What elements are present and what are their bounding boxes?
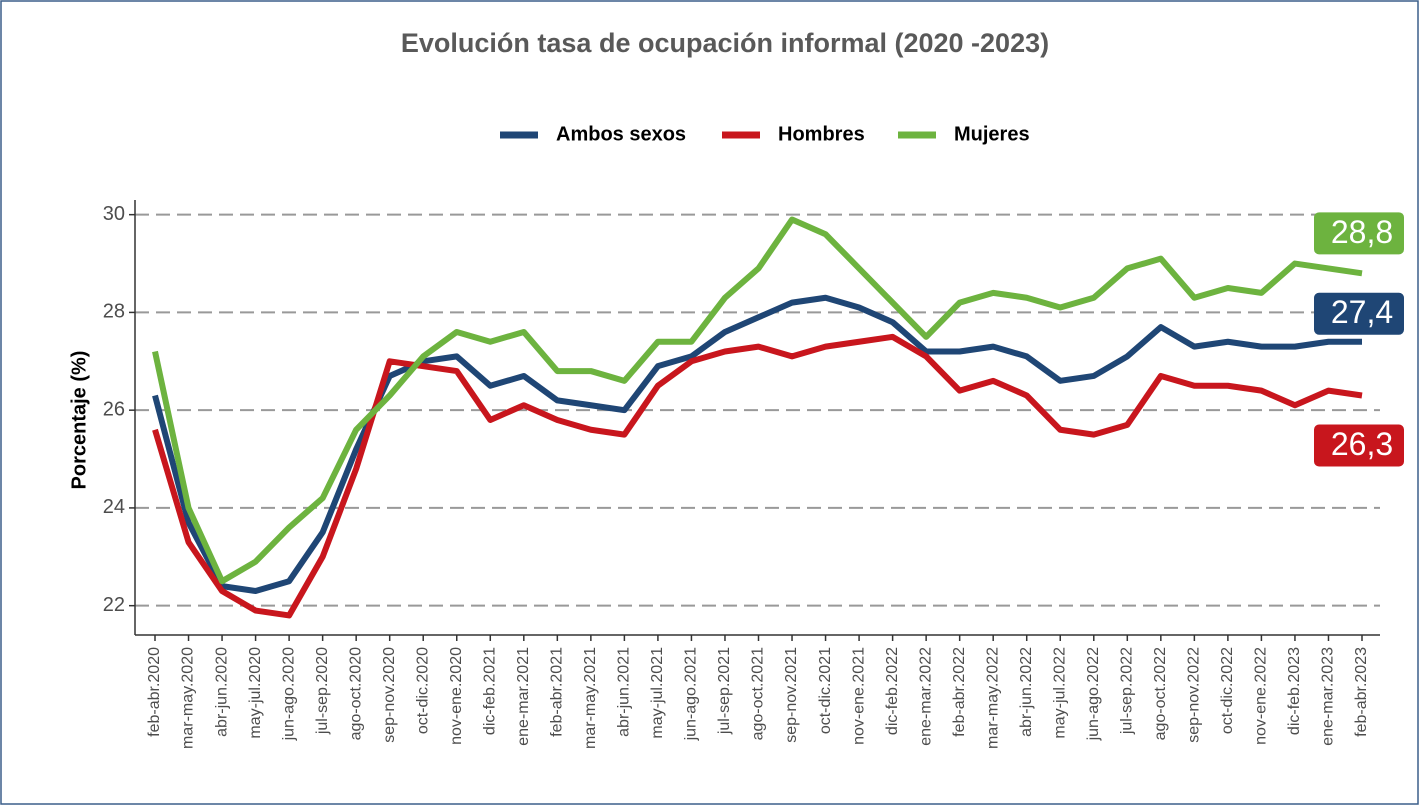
y-tick-label: 26 xyxy=(103,398,125,420)
x-tick-label: may-jul.2020 xyxy=(247,647,264,739)
x-tick-label: nov-ene.2020 xyxy=(448,647,465,745)
x-tick-label: feb-abr.2022 xyxy=(951,647,968,737)
chart-title: Evolución tasa de ocupación informal (20… xyxy=(401,28,1049,58)
x-tick-label: dic-feb.2021 xyxy=(481,647,498,735)
legend-label: Ambos sexos xyxy=(556,123,686,145)
x-tick-label: ago-oct.2021 xyxy=(750,647,767,741)
x-tick-label: ene-mar.2021 xyxy=(515,647,532,746)
y-axis-label: Porcentaje (%) xyxy=(68,351,90,490)
data-label: 26,3 xyxy=(1331,426,1393,462)
x-tick-label: oct-dic.2022 xyxy=(1219,647,1236,734)
label-box xyxy=(1314,424,1404,467)
label-box xyxy=(1314,292,1404,335)
x-tick-label: mar-may.2021 xyxy=(582,647,599,749)
x-tick-label: mar-may.2020 xyxy=(180,647,197,749)
x-tick-label: oct-dic.2020 xyxy=(414,647,431,734)
x-tick-label: dic-feb.2022 xyxy=(884,647,901,735)
x-tick-label: feb-abr.2020 xyxy=(146,647,163,737)
x-tick-label: sep-nov.2022 xyxy=(1186,647,1203,743)
x-tick-label: abr-jun.2020 xyxy=(213,647,230,737)
x-tick-label: ene-mar.2022 xyxy=(917,647,934,746)
x-tick-label: jun-ago.2020 xyxy=(280,647,297,742)
label-box xyxy=(1314,212,1404,255)
x-tick-label: nov-ene.2022 xyxy=(1253,647,1270,745)
x-tick-label: jun-ago.2022 xyxy=(1085,647,1102,742)
x-tick-label: nov-ene.2021 xyxy=(850,647,867,745)
x-tick-label: ago-oct.2020 xyxy=(347,647,364,741)
x-tick-label: jul-sep.2020 xyxy=(314,647,331,735)
x-tick-label: sep-nov.2021 xyxy=(783,647,800,743)
x-tick-label: may-jul.2022 xyxy=(1051,647,1068,739)
x-tick-label: abr-jun.2021 xyxy=(616,647,633,737)
y-tick-label: 22 xyxy=(103,594,125,616)
x-tick-label: jun-ago.2021 xyxy=(683,647,700,742)
data-label: 27,4 xyxy=(1331,294,1393,330)
x-tick-label: may-jul.2021 xyxy=(649,647,666,739)
y-tick-label: 28 xyxy=(103,301,125,323)
data-label: 28,8 xyxy=(1331,214,1393,250)
x-tick-label: feb-abr.2021 xyxy=(549,647,566,737)
x-tick-label: jul-sep.2022 xyxy=(1119,647,1136,735)
x-tick-label: ene-mar.2023 xyxy=(1320,647,1337,746)
x-tick-label: jul-sep.2021 xyxy=(716,647,733,735)
legend-label: Hombres xyxy=(778,123,865,145)
x-tick-label: abr-jun.2022 xyxy=(1018,647,1035,737)
x-tick-label: mar-may.2022 xyxy=(984,647,1001,749)
x-tick-label: feb-abr.2023 xyxy=(1353,647,1370,737)
x-tick-label: dic-feb.2023 xyxy=(1286,647,1303,735)
x-tick-label: sep-nov.2020 xyxy=(381,647,398,743)
series-line xyxy=(152,333,1363,619)
x-tick-label: oct-dic.2021 xyxy=(817,647,834,734)
series-line xyxy=(152,294,1362,595)
series-line xyxy=(152,216,1363,585)
y-tick-label: 24 xyxy=(103,496,125,518)
x-tick-label: ago-oct.2022 xyxy=(1152,647,1169,741)
legend-label: Mujeres xyxy=(954,123,1030,145)
y-tick-label: 30 xyxy=(103,203,125,225)
